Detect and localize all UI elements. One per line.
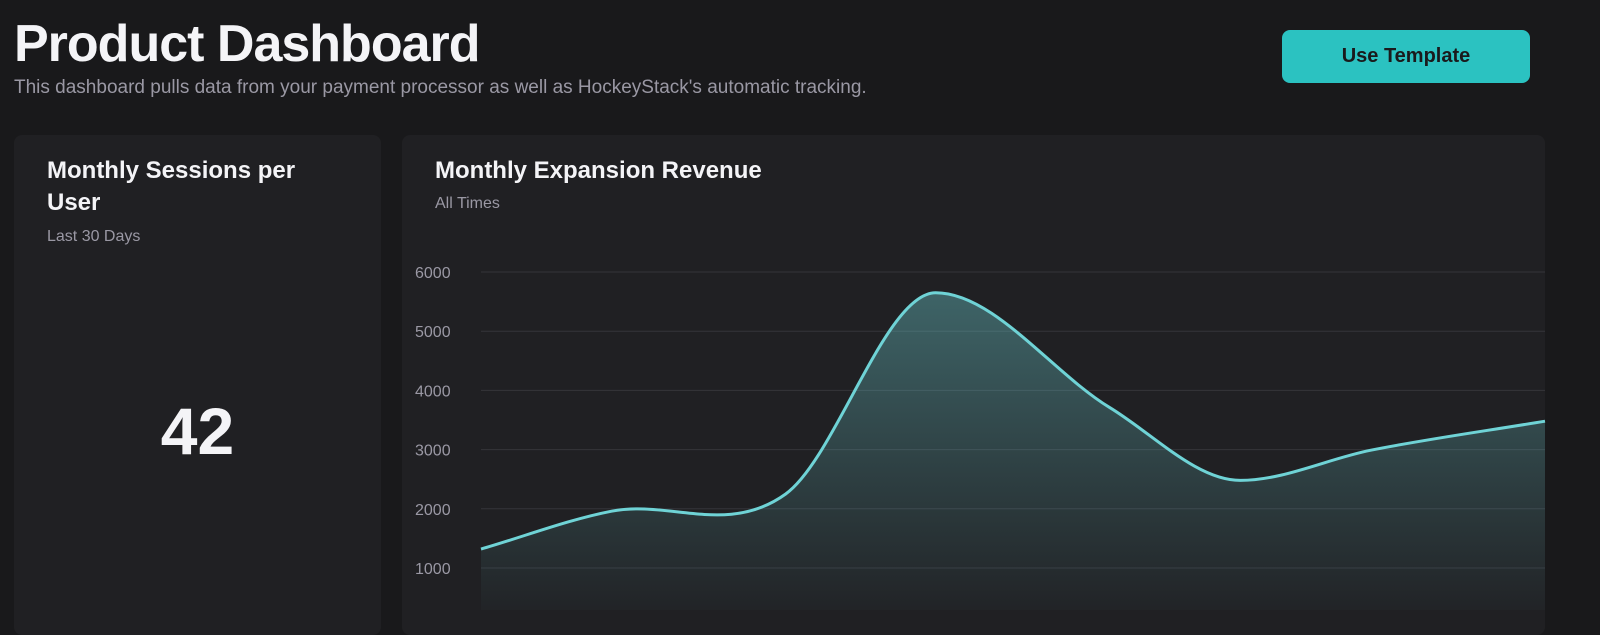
series-area <box>481 292 1545 610</box>
use-template-button[interactable]: Use Template <box>1282 30 1530 83</box>
series-line <box>480 291 1546 551</box>
kpi-title: Monthly Sessions per User <box>47 157 296 216</box>
kpi-card-monthly-sessions: Monthly Sessions per User Last 30 Days 4… <box>14 135 381 635</box>
page-title: Product Dashboard <box>14 15 480 73</box>
y-tick-label: 1000 <box>415 561 451 578</box>
page-subtitle: This dashboard pulls data from your paym… <box>14 77 867 98</box>
y-tick-label: 5000 <box>415 324 451 341</box>
chart-title: Monthly Expansion Revenue <box>435 157 762 184</box>
y-tick-label: 6000 <box>415 265 451 282</box>
y-tick-label: 2000 <box>415 502 451 519</box>
revenue-chart: 1000 2000 3000 4000 5000 6000 <box>415 265 1546 610</box>
kpi-period: Last 30 Days <box>47 228 141 245</box>
y-tick-label: 3000 <box>415 443 451 460</box>
kpi-value: 42 <box>160 394 235 468</box>
y-tick-label: 4000 <box>415 383 451 400</box>
chart-period: All Times <box>435 195 500 212</box>
